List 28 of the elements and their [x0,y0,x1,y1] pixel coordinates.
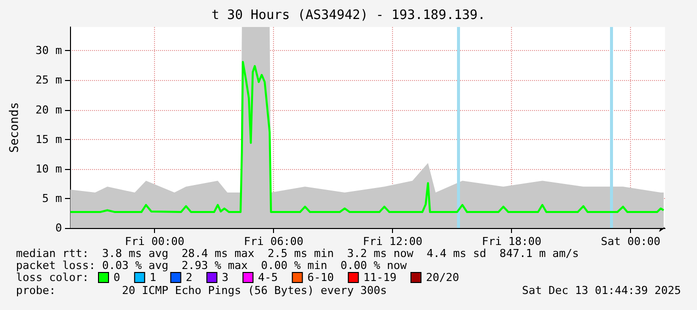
y-tick-label: 25 m [36,74,62,87]
y-axis-title: Seconds [7,102,21,153]
x-tick-label: Fri 18:00 [482,235,542,248]
legend-label: 6-10 [307,271,334,284]
x-tick-label: Fri 00:00 [124,235,184,248]
y-tick-label: 5 m [42,192,62,205]
x-tick-label: Fri 06:00 [244,235,304,248]
legend-label: 20/20 [426,271,460,284]
legend-title: loss color: [16,271,89,284]
legend-label: 0 [114,271,120,284]
text: median rtt: 3.8 ms avg 28.4 ms max 2.5 ms min 3.2 ms now 4.4 ms sd 847.1 m am/s [16,247,579,260]
line-series [69,60,665,214]
legend-label: 4-5 [258,271,278,284]
legend-label: 2 [186,271,192,284]
y-tick-label: 10 m [36,162,62,176]
y-tick-label: 30 m [36,44,62,58]
text: Sat Dec 13 01:44:39 2025 [522,284,682,297]
y-tick-label: 20 m [36,103,62,116]
legend-label: 11-19 [363,271,396,284]
y-tick-label: 15 m [36,132,62,146]
y-tick-label: 0 [55,222,62,234]
chart-title: t 30 Hours (AS34942) - 193.189.139. [212,8,486,23]
x-tick-label: Sat 00:00 [600,235,660,248]
legend-label: 3 [222,271,228,284]
legend-label: 1 [150,271,156,284]
text: probe: 20 ICMP Echo Pings (56 Bytes) every 300s [16,284,387,297]
x-tick-label: Fri 12:00 [362,235,422,248]
text: packet loss: 0.03 % avg 2.93 % max 0.00 % min 0.00 % now [16,259,408,272]
